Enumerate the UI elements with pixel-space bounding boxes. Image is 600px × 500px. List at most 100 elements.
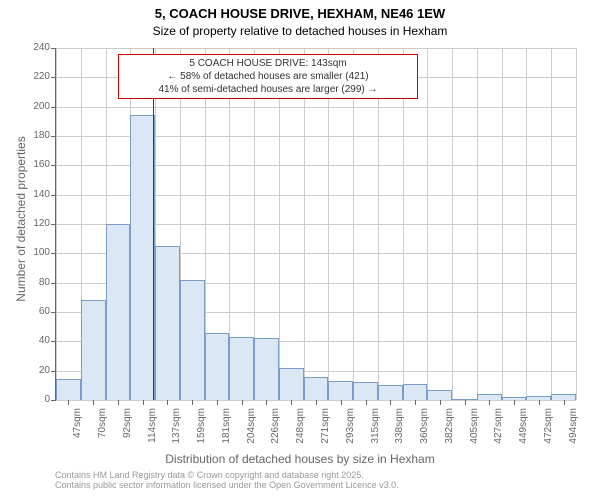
footer: Contains HM Land Registry data © Crown c… (55, 470, 399, 490)
x-gridline (526, 48, 527, 400)
x-tick-label: 271sqm (320, 408, 331, 454)
histogram-bar (229, 337, 254, 400)
y-tick-label: 240 (22, 42, 50, 53)
x-tick (316, 400, 317, 405)
histogram-bar (56, 379, 81, 400)
x-gridline (477, 48, 478, 400)
x-tick-label: 360sqm (419, 408, 430, 454)
y-tick-label: 160 (22, 159, 50, 170)
histogram-bar (378, 385, 403, 400)
x-tick-label: 181sqm (221, 408, 232, 454)
annotation-box: 5 COACH HOUSE DRIVE: 143sqm← 58% of deta… (118, 54, 418, 99)
x-tick (489, 400, 490, 405)
y-tick-label: 20 (22, 365, 50, 376)
x-tick (415, 400, 416, 405)
histogram-bar (180, 280, 205, 400)
x-tick (68, 400, 69, 405)
y-tick (51, 400, 56, 401)
y-tick-label: 80 (22, 277, 50, 288)
chart-title: 5, COACH HOUSE DRIVE, HEXHAM, NE46 1EW (0, 6, 600, 21)
histogram-bar (81, 300, 106, 400)
x-gridline (353, 48, 354, 400)
x-gridline (502, 48, 503, 400)
x-tick-label: 114sqm (147, 408, 158, 454)
y-gridline (56, 107, 576, 108)
x-tick-label: 315sqm (370, 408, 381, 454)
footer-line: Contains public sector information licen… (55, 480, 399, 490)
x-gridline (279, 48, 280, 400)
x-tick-label: 159sqm (196, 408, 207, 454)
x-gridline (427, 48, 428, 400)
x-tick (366, 400, 367, 405)
x-gridline (328, 48, 329, 400)
histogram-bar (279, 368, 304, 400)
x-tick (217, 400, 218, 405)
x-gridline (551, 48, 552, 400)
histogram-bar (130, 115, 155, 400)
x-tick (192, 400, 193, 405)
x-tick-label: 92sqm (122, 408, 133, 454)
y-tick-label: 100 (22, 247, 50, 258)
x-tick (539, 400, 540, 405)
x-tick-label: 226sqm (270, 408, 281, 454)
x-tick-label: 204sqm (246, 408, 257, 454)
x-tick (564, 400, 565, 405)
y-tick-label: 60 (22, 306, 50, 317)
annotation-line: ← 58% of detached houses are smaller (42… (123, 70, 413, 83)
x-gridline (56, 48, 57, 400)
x-tick-label: 472sqm (543, 408, 554, 454)
chart-subtitle: Size of property relative to detached ho… (0, 24, 600, 38)
histogram-bar (427, 390, 452, 400)
y-gridline (56, 48, 576, 49)
y-tick-label: 180 (22, 130, 50, 141)
footer-line: Contains HM Land Registry data © Crown c… (55, 470, 399, 480)
x-tick (266, 400, 267, 405)
x-tick (514, 400, 515, 405)
x-tick-label: 382sqm (444, 408, 455, 454)
x-tick (390, 400, 391, 405)
histogram-bar (155, 246, 180, 400)
y-tick-label: 140 (22, 189, 50, 200)
x-tick (118, 400, 119, 405)
x-tick (341, 400, 342, 405)
histogram-bar (353, 382, 378, 400)
x-gridline (452, 48, 453, 400)
x-tick (167, 400, 168, 405)
x-gridline (576, 48, 577, 400)
x-tick-label: 70sqm (97, 408, 108, 454)
x-axis-title: Distribution of detached houses by size … (0, 452, 600, 466)
x-gridline (378, 48, 379, 400)
y-tick-label: 40 (22, 335, 50, 346)
histogram-bar (205, 333, 230, 400)
x-tick-label: 47sqm (72, 408, 83, 454)
histogram-bar (254, 338, 279, 400)
x-tick-label: 449sqm (518, 408, 529, 454)
x-tick (242, 400, 243, 405)
x-tick (291, 400, 292, 405)
y-tick-label: 220 (22, 71, 50, 82)
annotation-line: 41% of semi-detached houses are larger (… (123, 83, 413, 96)
marker-line (153, 48, 154, 400)
chart-container: 5, COACH HOUSE DRIVE, HEXHAM, NE46 1EW S… (0, 0, 600, 500)
y-tick-label: 120 (22, 218, 50, 229)
x-tick (440, 400, 441, 405)
x-tick-label: 494sqm (568, 408, 579, 454)
y-tick-label: 0 (22, 394, 50, 405)
x-tick (93, 400, 94, 405)
plot-area: 02040608010012014016018020022024047sqm70… (55, 48, 576, 401)
x-tick-label: 405sqm (469, 408, 480, 454)
x-tick-label: 248sqm (295, 408, 306, 454)
annotation-line: 5 COACH HOUSE DRIVE: 143sqm (123, 57, 413, 70)
x-tick-label: 338sqm (394, 408, 405, 454)
histogram-bar (403, 384, 428, 400)
y-tick-label: 200 (22, 101, 50, 112)
histogram-bar (106, 224, 131, 400)
x-gridline (304, 48, 305, 400)
x-tick (465, 400, 466, 405)
x-tick (143, 400, 144, 405)
histogram-bar (328, 381, 353, 400)
histogram-bar (304, 377, 329, 400)
x-tick-label: 293sqm (345, 408, 356, 454)
x-tick-label: 137sqm (171, 408, 182, 454)
x-gridline (403, 48, 404, 400)
